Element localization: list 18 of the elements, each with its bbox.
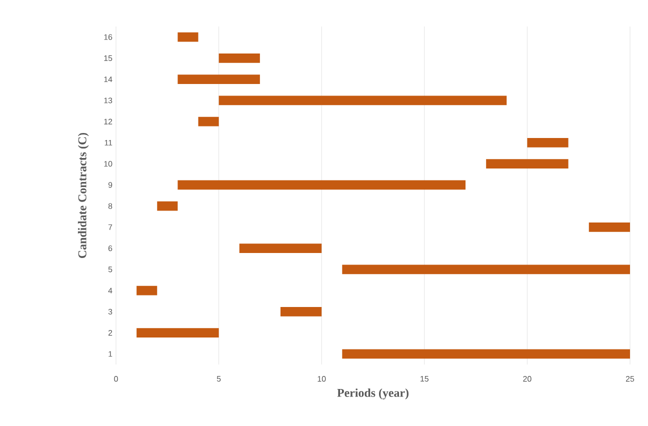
- bar: [280, 307, 322, 316]
- bar: [218, 54, 260, 63]
- x-axis-title: Periods (year): [337, 388, 408, 400]
- bar: [136, 286, 158, 296]
- bar: [527, 138, 568, 148]
- bar: [136, 328, 219, 338]
- bar: [178, 32, 198, 42]
- bar: [342, 264, 630, 274]
- bar: [157, 201, 178, 211]
- bar: [588, 222, 630, 232]
- y-axis-title: Candidate Contracts (C): [78, 132, 89, 258]
- bar: [198, 116, 219, 126]
- bar: [178, 74, 260, 84]
- bar: [486, 159, 568, 168]
- bar: [178, 180, 466, 190]
- bar: [218, 96, 507, 106]
- bar: [342, 349, 630, 359]
- bar: [239, 244, 322, 253]
